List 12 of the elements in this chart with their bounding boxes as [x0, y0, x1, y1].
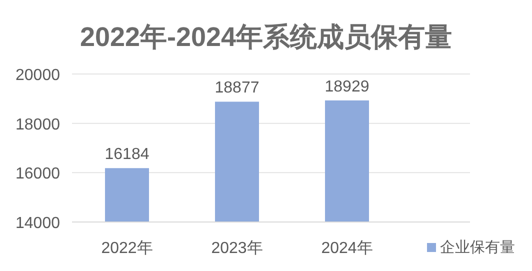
- y-tick-label: 18000: [16, 116, 60, 134]
- y-tick-label: 20000: [16, 67, 60, 84]
- x-tick-label: 2022年: [101, 240, 153, 257]
- data-label: 18929: [324, 78, 370, 96]
- legend-label: 企业保有量: [440, 239, 515, 256]
- x-tick-label: 2024年: [321, 240, 373, 257]
- data-label: 16184: [104, 146, 150, 164]
- chart-title: 2022年-2024年系统成员保有量: [80, 22, 452, 52]
- y-tick-label: 14000: [16, 215, 60, 232]
- data-label: 18877: [214, 80, 260, 97]
- x-tick-label: 2023年: [211, 240, 263, 257]
- y-tick-label: 16000: [16, 166, 60, 183]
